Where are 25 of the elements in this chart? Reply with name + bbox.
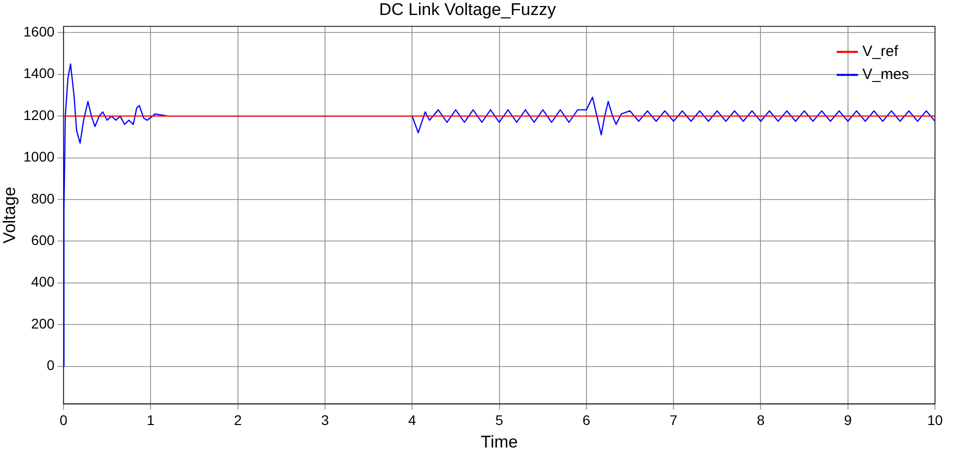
x-tick-label: 1 — [146, 412, 155, 428]
legend-label: V_ref — [862, 43, 899, 60]
x-axis-title: Time — [480, 432, 518, 452]
x-tick-label: 4 — [408, 412, 416, 428]
y-tick-label: 1600 — [23, 24, 55, 40]
x-tick-label: 0 — [60, 412, 68, 428]
x-tick-label: 3 — [321, 412, 330, 428]
x-tick-label: 5 — [495, 412, 504, 428]
y-tick-label: 600 — [31, 232, 55, 248]
x-tick-label: 10 — [927, 412, 943, 428]
y-axis-title: Voltage — [0, 186, 19, 244]
chart-title: DC Link Voltage_Fuzzy — [379, 0, 556, 19]
y-tick-label: 0 — [46, 357, 55, 374]
x-tick-label: 6 — [582, 412, 591, 428]
y-tick-label: 1200 — [23, 106, 55, 123]
x-tick-label: 9 — [844, 412, 852, 428]
legend-label: V_mes — [862, 66, 910, 84]
x-tick-label: 8 — [756, 412, 765, 428]
y-tick-label: 200 — [31, 315, 55, 332]
y-tick-label: 1000 — [23, 148, 55, 165]
y-tick-label: 1400 — [23, 65, 55, 82]
x-tick-label: 7 — [670, 412, 678, 428]
y-tick-label: 400 — [31, 274, 55, 290]
x-tick-label: 2 — [234, 412, 242, 428]
y-tick-label: 800 — [31, 190, 55, 206]
